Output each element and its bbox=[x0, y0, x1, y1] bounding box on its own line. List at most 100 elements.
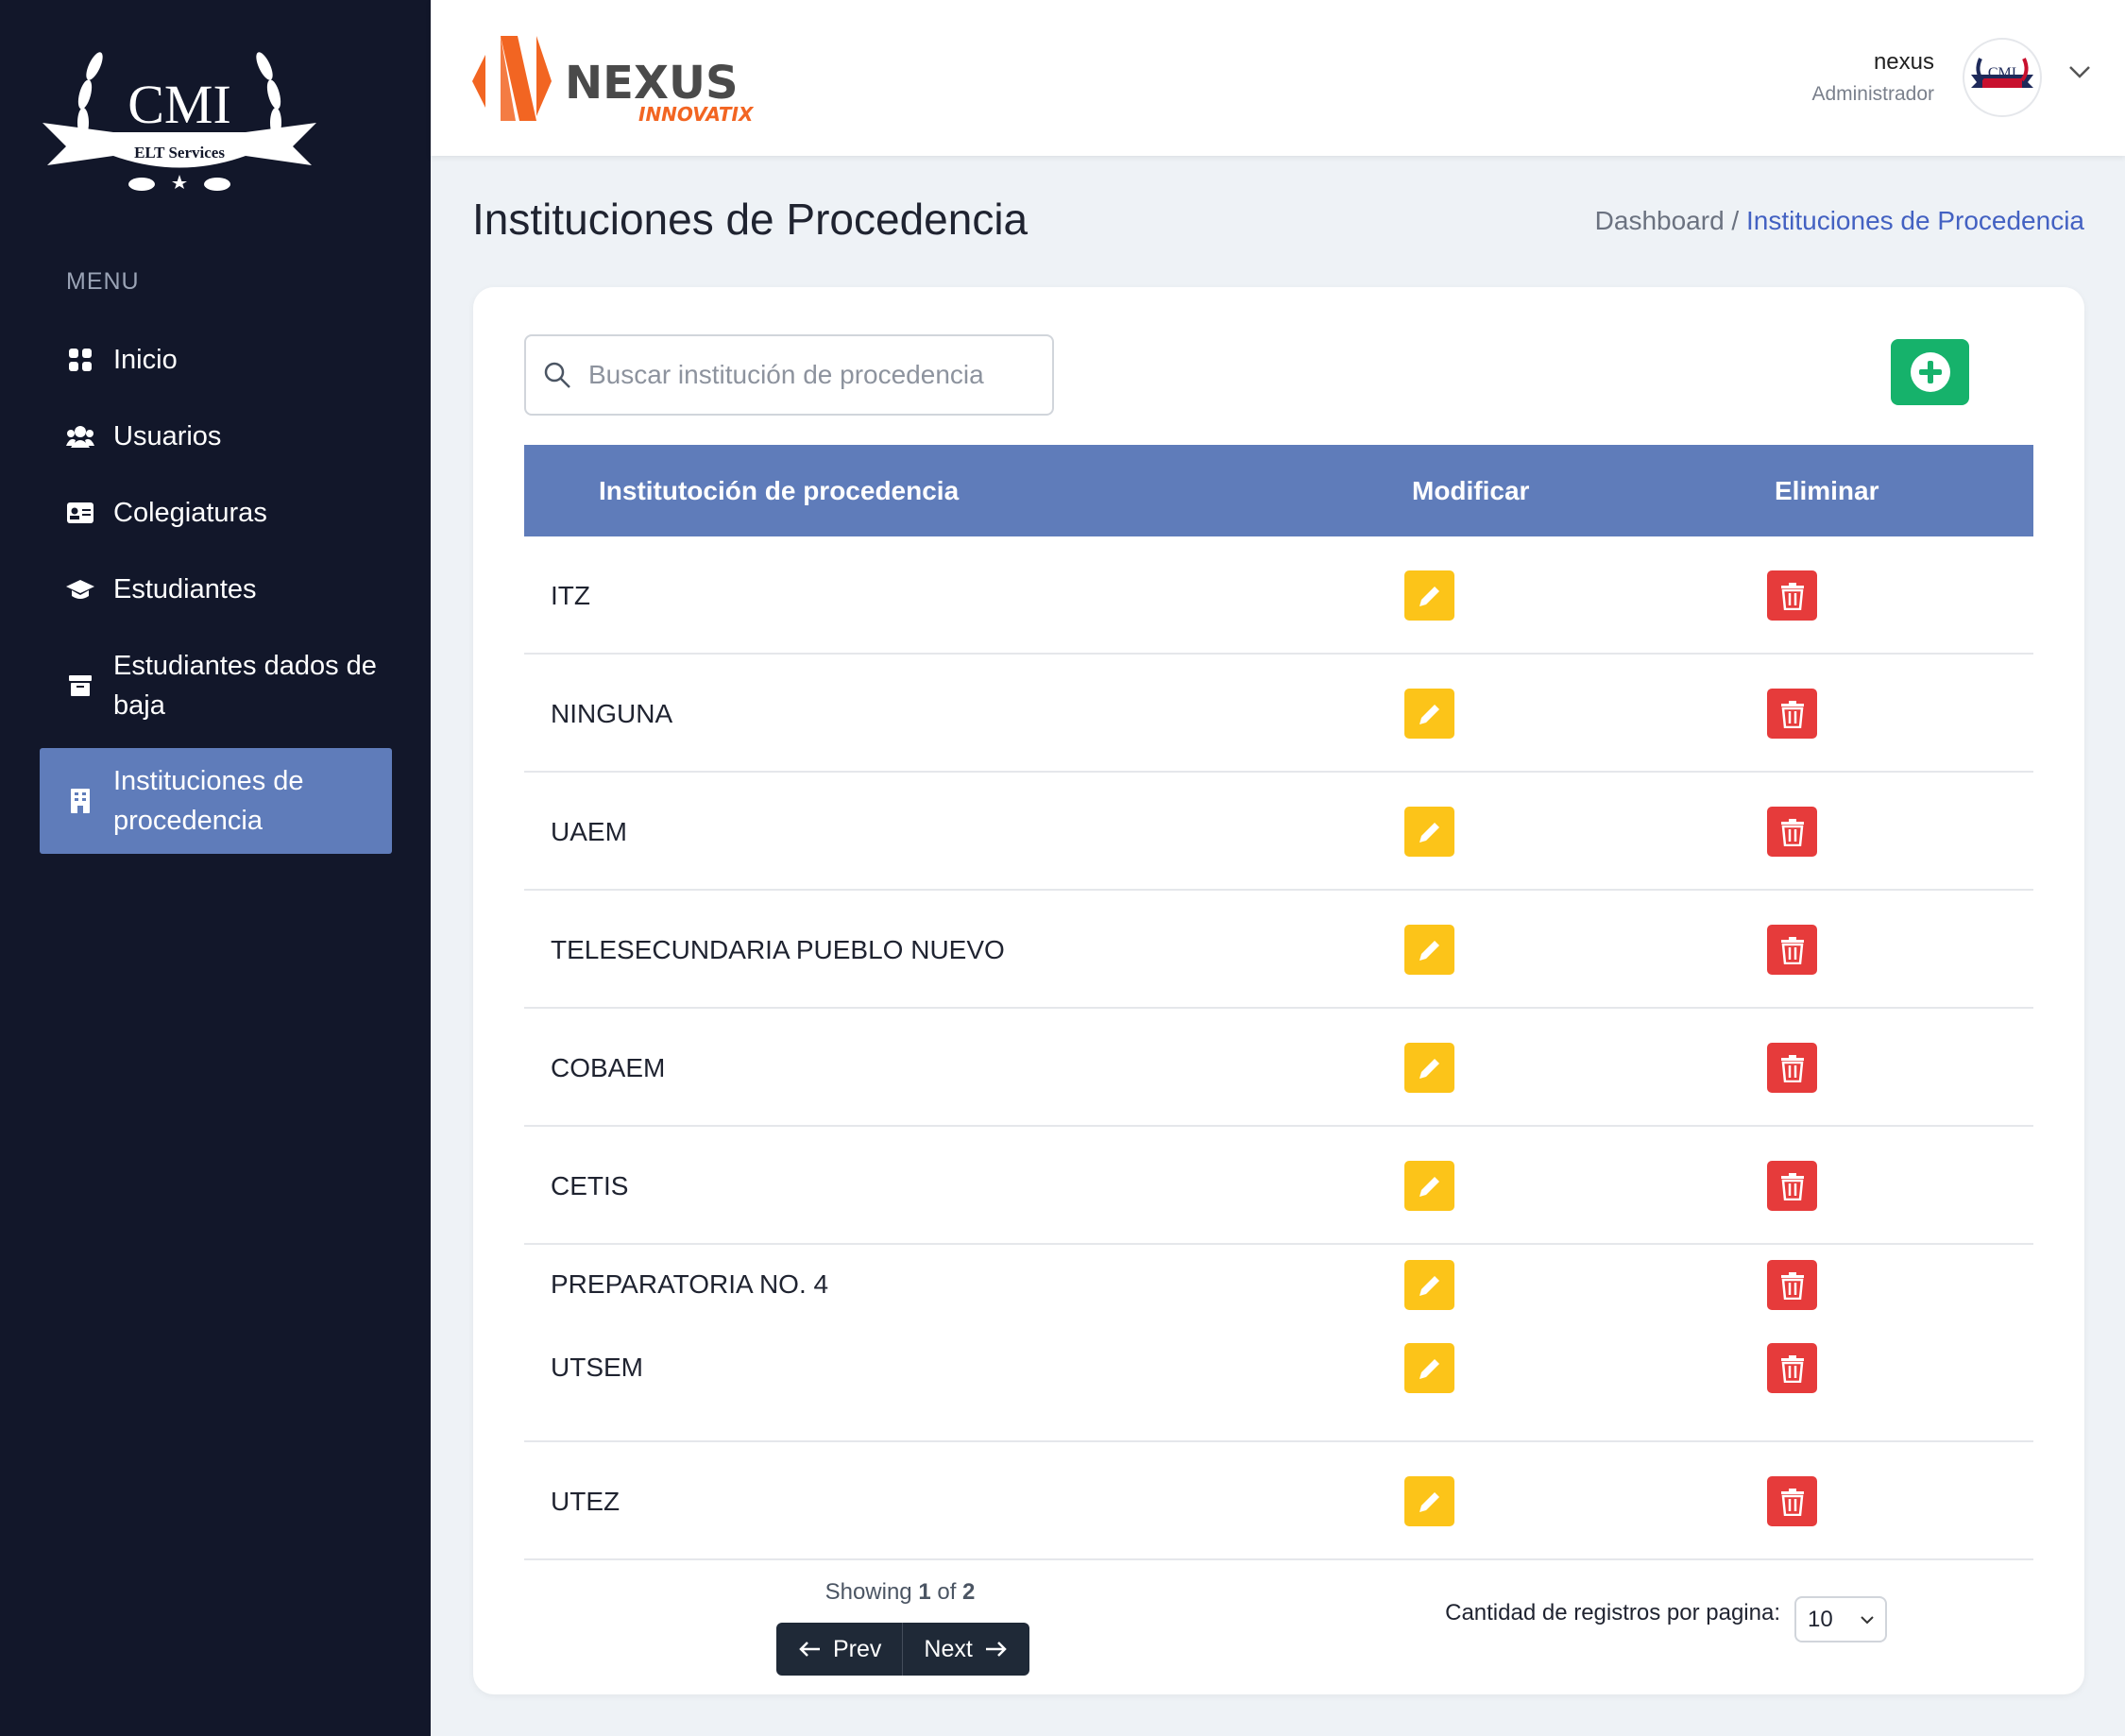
per-page-label: Cantidad de registros por pagina: bbox=[1445, 1600, 1780, 1625]
delete-button[interactable] bbox=[1767, 570, 1817, 621]
per-page-select[interactable]: 10 bbox=[1794, 1596, 1887, 1642]
users-icon bbox=[66, 425, 94, 448]
pencil-icon bbox=[1419, 1275, 1439, 1296]
institution-name: ITZ bbox=[551, 581, 590, 610]
svg-text:NEXUS: NEXUS bbox=[565, 57, 739, 110]
add-institution-button[interactable] bbox=[1891, 339, 1969, 405]
edit-button[interactable] bbox=[1404, 807, 1454, 857]
pencil-icon bbox=[1419, 822, 1439, 842]
search-icon bbox=[544, 362, 570, 388]
delete-button[interactable] bbox=[1767, 1260, 1817, 1310]
pencil-icon bbox=[1419, 586, 1439, 606]
archive-icon bbox=[66, 675, 94, 696]
pencil-icon bbox=[1419, 1176, 1439, 1197]
delete-button[interactable] bbox=[1767, 1043, 1817, 1093]
user-info[interactable]: nexus Administrador bbox=[1811, 49, 1934, 106]
trash-icon bbox=[1780, 1054, 1804, 1082]
trash-icon bbox=[1780, 818, 1804, 846]
institution-name: COBAEM bbox=[551, 1053, 666, 1082]
breadcrumb-dashboard[interactable]: Dashboard / bbox=[1594, 206, 1740, 235]
page-title: Instituciones de Procedencia bbox=[472, 195, 1028, 244]
institutions-card: Institutoción de procedencia Modificar E… bbox=[473, 287, 2084, 1694]
pencil-icon bbox=[1419, 940, 1439, 961]
trash-icon bbox=[1780, 1271, 1804, 1300]
table-row: UTSEM bbox=[524, 1324, 2033, 1442]
header-modificar: Modificar bbox=[1412, 476, 1530, 505]
table-row: COBAEM bbox=[524, 1009, 2033, 1127]
menu-label: MENU bbox=[66, 268, 140, 295]
trash-icon bbox=[1780, 582, 1804, 610]
pencil-icon bbox=[1419, 1358, 1439, 1379]
building-icon bbox=[66, 789, 94, 813]
table-row: CETIS bbox=[524, 1127, 2033, 1245]
chevron-down-icon bbox=[1861, 1615, 1874, 1624]
institution-name: PREPARATORIA NO. 4 bbox=[551, 1269, 829, 1299]
pencil-icon bbox=[1419, 1058, 1439, 1079]
pencil-icon bbox=[1419, 1491, 1439, 1512]
avatar[interactable]: CMI bbox=[1963, 38, 2042, 117]
delete-button[interactable] bbox=[1767, 1343, 1817, 1393]
trash-icon bbox=[1780, 700, 1804, 728]
edit-button[interactable] bbox=[1404, 1043, 1454, 1093]
header-institucion: Institutoción de procedencia bbox=[599, 476, 960, 505]
user-role: Administrador bbox=[1811, 83, 1934, 105]
edit-button[interactable] bbox=[1404, 1343, 1454, 1393]
next-button[interactable]: Next bbox=[902, 1623, 1028, 1676]
svg-text:CMI: CMI bbox=[1988, 65, 2016, 81]
breadcrumb-current: Instituciones de Procedencia bbox=[1746, 206, 2084, 235]
svg-text:ELT Services: ELT Services bbox=[134, 144, 225, 162]
edit-button[interactable] bbox=[1404, 689, 1454, 739]
plus-circle-icon bbox=[1910, 352, 1950, 392]
delete-button[interactable] bbox=[1767, 1476, 1817, 1526]
sidebar-item-inicio[interactable]: Inicio bbox=[40, 342, 392, 378]
search-input[interactable] bbox=[588, 360, 1042, 390]
trash-icon bbox=[1780, 1172, 1804, 1200]
institution-name: UTEZ bbox=[551, 1487, 620, 1516]
table-row: NINGUNA bbox=[524, 655, 2033, 773]
sidebar-item-usuarios[interactable]: Usuarios bbox=[40, 418, 392, 454]
institution-name: TELESECUNDARIA PUEBLO NUEVO bbox=[551, 935, 1005, 964]
delete-button[interactable] bbox=[1767, 807, 1817, 857]
institution-name: NINGUNA bbox=[551, 699, 673, 728]
edit-button[interactable] bbox=[1404, 1161, 1454, 1211]
header-eliminar: Eliminar bbox=[1775, 476, 1879, 505]
sidebar-item-instituciones[interactable]: Instituciones de procedencia bbox=[40, 748, 392, 854]
user-name: nexus bbox=[1873, 49, 1934, 75]
sidebar-item-estudiantes-baja[interactable]: Estudiantes dados de baja bbox=[40, 648, 392, 723]
search-box[interactable] bbox=[524, 334, 1054, 416]
institution-name: CETIS bbox=[551, 1171, 629, 1200]
trash-icon bbox=[1780, 936, 1804, 964]
table-row: UTEZ bbox=[524, 1442, 2033, 1560]
prev-button[interactable]: Prev bbox=[776, 1623, 902, 1676]
sidebar-item-label: Instituciones de procedencia bbox=[113, 766, 304, 836]
trash-icon bbox=[1780, 1488, 1804, 1516]
edit-button[interactable] bbox=[1404, 570, 1454, 621]
sidebar: CMI ELT Services MENU Inicio Usuarios Co… bbox=[0, 0, 431, 1736]
delete-button[interactable] bbox=[1767, 925, 1817, 975]
svg-text:CMI: CMI bbox=[128, 74, 231, 135]
sidebar-item-label: Usuarios bbox=[113, 420, 222, 451]
id-card-icon bbox=[66, 502, 94, 523]
sidebar-item-colegiaturas[interactable]: Colegiaturas bbox=[40, 495, 392, 531]
sidebar-item-estudiantes[interactable]: Estudiantes bbox=[40, 571, 392, 607]
trash-icon bbox=[1780, 1354, 1804, 1383]
chevron-down-icon[interactable] bbox=[2068, 64, 2091, 79]
sidebar-item-label: Estudiantes dados de baja bbox=[113, 651, 377, 721]
edit-button[interactable] bbox=[1404, 1476, 1454, 1526]
table-row: PREPARATORIA NO. 4 bbox=[524, 1245, 2033, 1324]
graduation-cap-icon bbox=[66, 578, 94, 601]
edit-button[interactable] bbox=[1404, 925, 1454, 975]
delete-button[interactable] bbox=[1767, 1161, 1817, 1211]
sidebar-item-label: Estudiantes bbox=[113, 573, 257, 604]
arrow-right-icon bbox=[985, 1642, 1007, 1657]
delete-button[interactable] bbox=[1767, 689, 1817, 739]
sidebar-item-label: Colegiaturas bbox=[113, 497, 267, 528]
edit-button[interactable] bbox=[1404, 1260, 1454, 1310]
nexus-logo: NEXUS INNOVATIX bbox=[472, 36, 755, 126]
institution-name: UTSEM bbox=[551, 1353, 643, 1382]
institution-name: UAEM bbox=[551, 817, 627, 846]
sidebar-item-label: Inicio bbox=[113, 344, 178, 375]
cmi-logo: CMI ELT Services bbox=[42, 52, 316, 191]
table-row: TELESECUNDARIA PUEBLO NUEVO bbox=[524, 891, 2033, 1009]
arrow-left-icon bbox=[799, 1642, 820, 1657]
